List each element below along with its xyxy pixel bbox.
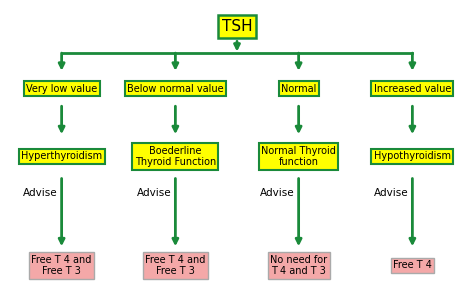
Text: Hyperthyroidism: Hyperthyroidism xyxy=(21,151,102,161)
Text: Boederline
Thyroid Function: Boederline Thyroid Function xyxy=(135,145,216,167)
Text: Hypothyroidism: Hypothyroidism xyxy=(374,151,451,161)
Text: Advise: Advise xyxy=(260,188,295,198)
Text: Normal Thyroid
function: Normal Thyroid function xyxy=(261,145,336,167)
Text: Advise: Advise xyxy=(23,188,58,198)
Text: Advise: Advise xyxy=(137,188,172,198)
Text: Advise: Advise xyxy=(374,188,409,198)
Text: No need for
T 4 and T 3: No need for T 4 and T 3 xyxy=(270,255,327,276)
Text: TSH: TSH xyxy=(222,19,252,34)
Text: Increased value: Increased value xyxy=(374,83,451,94)
Text: Free T 4 and
Free T 3: Free T 4 and Free T 3 xyxy=(31,255,92,276)
Text: Below normal value: Below normal value xyxy=(127,83,224,94)
Text: Free T 4 and
Free T 3: Free T 4 and Free T 3 xyxy=(145,255,206,276)
Text: Very low value: Very low value xyxy=(26,83,97,94)
Text: Free T 4: Free T 4 xyxy=(393,260,432,271)
Text: Normal: Normal xyxy=(281,83,316,94)
